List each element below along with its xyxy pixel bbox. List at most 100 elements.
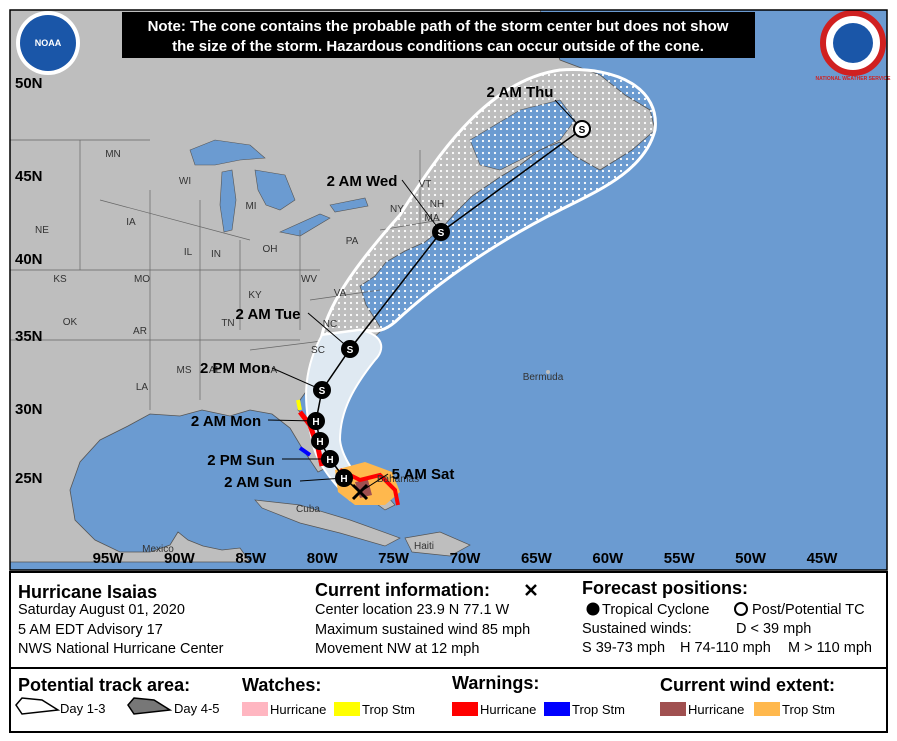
forecast-m: M > 110 mph xyxy=(788,640,872,656)
lake-erie xyxy=(279,213,331,237)
forecast-s: S 39-73 mph xyxy=(582,640,665,656)
position-symbol: H xyxy=(340,474,347,485)
region-label: AL xyxy=(209,365,222,376)
position-marker xyxy=(321,450,339,468)
tropical-storm-warning xyxy=(298,446,312,457)
cuba xyxy=(254,499,401,547)
position-marker xyxy=(341,340,359,358)
leader-line xyxy=(307,312,351,350)
note-box xyxy=(122,12,755,58)
latitude-label: 45N xyxy=(15,168,43,185)
region-label: MN xyxy=(105,149,121,160)
latitude-label: 40N xyxy=(15,251,43,268)
lake-ontario xyxy=(329,197,369,213)
info-panel: Hurricane Isaias Saturday August 01, 202… xyxy=(9,571,888,733)
forecast-title: Forecast positions: xyxy=(582,578,748,598)
position-symbol: H xyxy=(326,455,333,466)
current-line: Movement NW at 12 mph xyxy=(315,641,479,657)
time-label: 2 AM Sun xyxy=(224,474,292,491)
longitude-label: 70W xyxy=(450,550,482,567)
wind-hurricane: Hurricane xyxy=(688,702,744,717)
current-icon xyxy=(525,584,537,596)
longitude-label: 75W xyxy=(378,550,410,567)
position-marker xyxy=(335,469,353,487)
latitude-label: 25N xyxy=(15,470,43,487)
watch-hurricane: Hurricane xyxy=(270,702,326,717)
region-label: OH xyxy=(263,244,278,255)
time-label: 5 AM Sat xyxy=(392,466,455,483)
region-label: IL xyxy=(184,247,193,258)
region-label: MI xyxy=(245,201,256,212)
region-label: NC xyxy=(323,319,337,330)
region-label: NH xyxy=(430,199,444,210)
leader-line xyxy=(401,179,442,233)
longitude-label: 90W xyxy=(164,550,196,567)
position-symbol: S xyxy=(438,228,445,239)
region-label: Bermuda xyxy=(523,372,564,383)
position-marker xyxy=(573,120,591,138)
warning-hurricane: Hurricane xyxy=(480,702,536,717)
time-label: 2 AM Tue xyxy=(235,306,300,323)
current-line: Maximum sustained wind 85 mph xyxy=(315,622,530,638)
day13-icon xyxy=(15,697,61,715)
time-label: 2 PM Mon xyxy=(200,360,270,377)
position-marker xyxy=(313,381,331,399)
map: 50N 45N 40N 35N 30N 25N 95W 90W 85W 80W 75W 70W 65W 6… xyxy=(9,9,892,571)
region-label: Cuba xyxy=(296,504,320,515)
forecast-h: H 74-110 mph xyxy=(680,640,771,656)
noaa-logo: NOAA xyxy=(16,11,80,75)
logo-text: NOAA xyxy=(35,38,62,48)
leader-line xyxy=(359,473,389,493)
longitude-label: 50W xyxy=(735,550,767,567)
wind-title: Current wind extent: xyxy=(660,675,835,695)
region-label: Haiti xyxy=(414,541,434,552)
forecast-winds: Sustained winds: xyxy=(582,621,692,637)
region-label: SC xyxy=(311,345,325,356)
hispaniola xyxy=(404,531,471,557)
day45-icon xyxy=(127,697,173,715)
region-label: VT xyxy=(419,179,432,190)
current-title: Current information: xyxy=(315,580,490,600)
region-label: Mexico xyxy=(142,544,174,555)
time-label: 2 AM Mon xyxy=(191,413,261,430)
map-labels: 50N 45N 40N 35N 30N 25N 95W 90W 85W 80W 75W 70W 65W 6… xyxy=(15,75,838,567)
region-label: MA xyxy=(425,213,440,224)
lake-superior xyxy=(189,139,266,166)
swatch xyxy=(334,702,360,716)
region-label: AR xyxy=(133,326,147,337)
longitude-label: 60W xyxy=(592,550,624,567)
swatch xyxy=(754,702,780,716)
region-label: WV xyxy=(301,274,317,285)
region-label: MO xyxy=(134,274,150,285)
region-label: VA xyxy=(334,288,347,299)
logo-text: NATIONAL WEATHER SERVICE xyxy=(816,76,892,82)
position-symbol: S xyxy=(347,345,354,356)
post-icon xyxy=(734,602,748,616)
time-label: 2 PM Sun xyxy=(207,452,275,469)
position-symbol: H xyxy=(312,417,319,428)
longitude-label: 95W xyxy=(93,550,125,567)
storm-name: Hurricane Isaias xyxy=(18,582,157,602)
lake-michigan xyxy=(219,169,237,233)
track-day13: Day 1-3 xyxy=(60,701,106,716)
longitude-label: 55W xyxy=(664,550,696,567)
leader-line xyxy=(271,367,323,391)
bermuda xyxy=(546,370,550,374)
warning-tropstm: Trop Stm xyxy=(572,702,625,717)
time-label: 2 AM Wed xyxy=(327,173,398,190)
watch-tropstm: Trop Stm xyxy=(362,702,415,717)
forecast-post: Post/Potential TC xyxy=(752,602,865,618)
time-label: 2 AM Thu xyxy=(487,84,554,101)
note-line: the size of the storm. Hazardous conditi… xyxy=(172,38,704,55)
current-line: Center location 23.9 N 77.1 W xyxy=(315,602,510,618)
region-label: MS xyxy=(177,365,192,376)
forecast-d: D < 39 mph xyxy=(736,621,811,637)
longitude-label: 80W xyxy=(307,550,339,567)
region-label: TN xyxy=(221,318,234,329)
position-marker xyxy=(311,432,329,450)
region-label: IN xyxy=(211,249,221,260)
latitude-label: 35N xyxy=(15,328,43,345)
note-line: Note: The cone contains the probable pat… xyxy=(148,18,729,35)
longitude-label: 65W xyxy=(521,550,553,567)
